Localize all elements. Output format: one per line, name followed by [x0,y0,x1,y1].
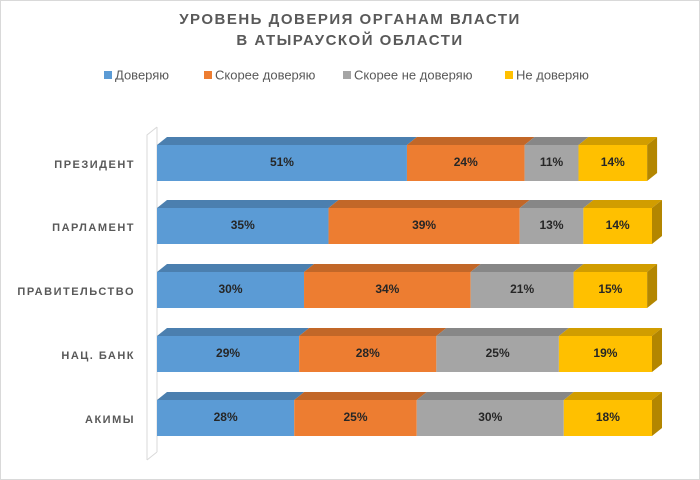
value-label: 19% [593,346,617,360]
chart-title: УРОВЕНЬ ДОВЕРИЯ ОРГАНАМ ВЛАСТИ [179,11,521,28]
y-tick-label: ПРАВИТЕЛЬСТВО [17,286,135,298]
bar-top [416,392,574,400]
value-label: 13% [540,218,564,232]
value-label: 30% [478,410,502,424]
value-label: 35% [231,218,255,232]
bar-top [299,328,447,336]
bar-top [328,200,530,208]
legend-label: Не доверяю [516,67,589,82]
legend-swatch [505,71,513,79]
bar [157,145,407,181]
y-tick-label: ПРЕЗИДЕНТ [54,159,135,171]
bar [157,208,329,244]
bar [436,336,559,372]
bar [157,400,295,436]
value-label: 11% [540,155,564,169]
bar-top [573,264,658,272]
bar [328,208,520,244]
bar-top [519,200,594,208]
bar-top [406,137,535,145]
bar-side [652,328,662,372]
bar-top [304,264,481,272]
bar-side [647,137,658,181]
bar [563,400,652,436]
value-label: 25% [486,346,510,360]
bar-top [294,392,427,400]
legend-swatch [204,71,212,79]
bar-top [558,328,662,336]
legend-label: Скорее доверяю [215,67,316,82]
bar [157,336,300,372]
bar [299,336,437,372]
value-label: 34% [375,282,399,296]
value-label: 51% [270,155,294,169]
value-label: 21% [510,282,534,296]
bar-top [157,264,315,272]
bar [519,208,584,244]
y-tick-label: НАЦ. БАНК [61,350,135,362]
legend-label: Доверяю [115,67,169,82]
bar-top [157,328,310,336]
value-label: 29% [216,346,240,360]
bar-top [578,137,658,145]
value-label: 30% [218,282,242,296]
value-label: 14% [601,155,625,169]
bar [406,145,525,181]
value-label: 39% [412,218,436,232]
chart-title: В АТЫРАУСКОЙ ОБЛАСТИ [236,31,463,49]
bar [573,272,648,308]
bar [157,272,305,308]
value-label: 15% [598,282,622,296]
bar-top [524,137,589,145]
bar-top [157,137,417,145]
bar-top [470,264,584,272]
value-label: 28% [356,346,380,360]
bar-top [563,392,662,400]
bar [416,400,564,436]
bar [294,400,417,436]
y-tick-label: АКИМЫ [85,414,135,426]
value-label: 25% [343,410,367,424]
y-tick-label: ПАРЛАМЕНТ [52,222,135,234]
bar-top [436,328,569,336]
bar [578,145,648,181]
value-label: 28% [214,410,238,424]
bar [304,272,471,308]
legend-swatch [343,71,351,79]
bar-top [583,200,662,208]
bar [583,208,652,244]
value-label: 18% [596,410,620,424]
bar-side [652,200,662,244]
bar-top [157,392,305,400]
bar-side [652,392,662,436]
legend-label: Скорее не доверяю [354,67,473,82]
legend-swatch [104,71,112,79]
bar-side [647,264,658,308]
bar [558,336,652,372]
bar [524,145,579,181]
value-label: 14% [606,218,630,232]
bar [470,272,574,308]
value-label: 24% [454,155,478,169]
bar-top [157,200,339,208]
